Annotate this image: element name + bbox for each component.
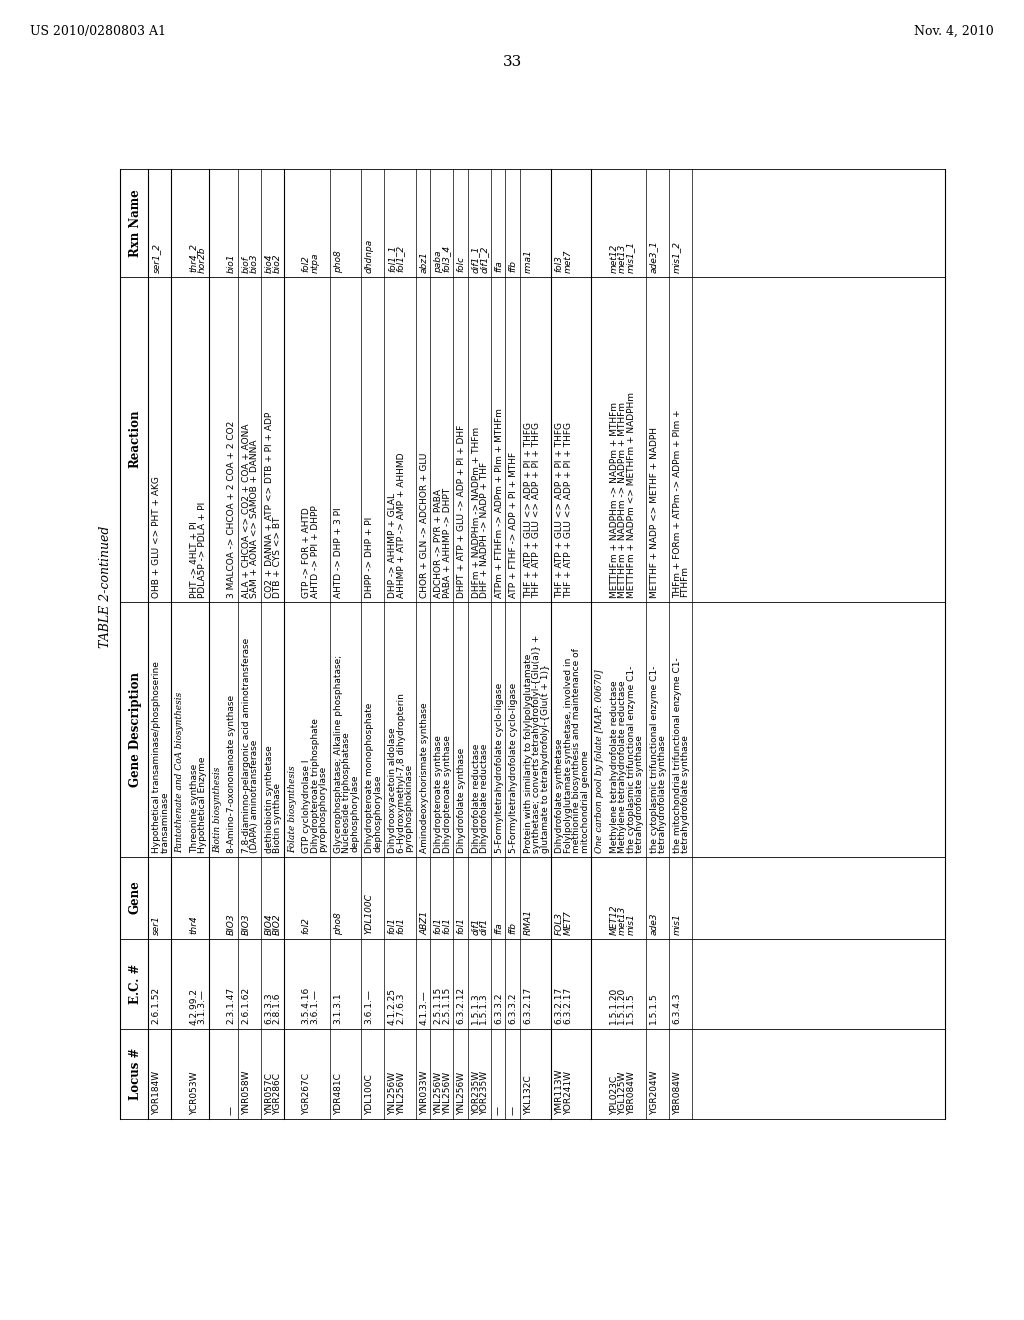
Text: US 2010/0280803 A1: US 2010/0280803 A1 bbox=[30, 25, 166, 38]
Text: 33: 33 bbox=[503, 55, 521, 69]
Text: Nov. 4, 2010: Nov. 4, 2010 bbox=[914, 25, 994, 38]
